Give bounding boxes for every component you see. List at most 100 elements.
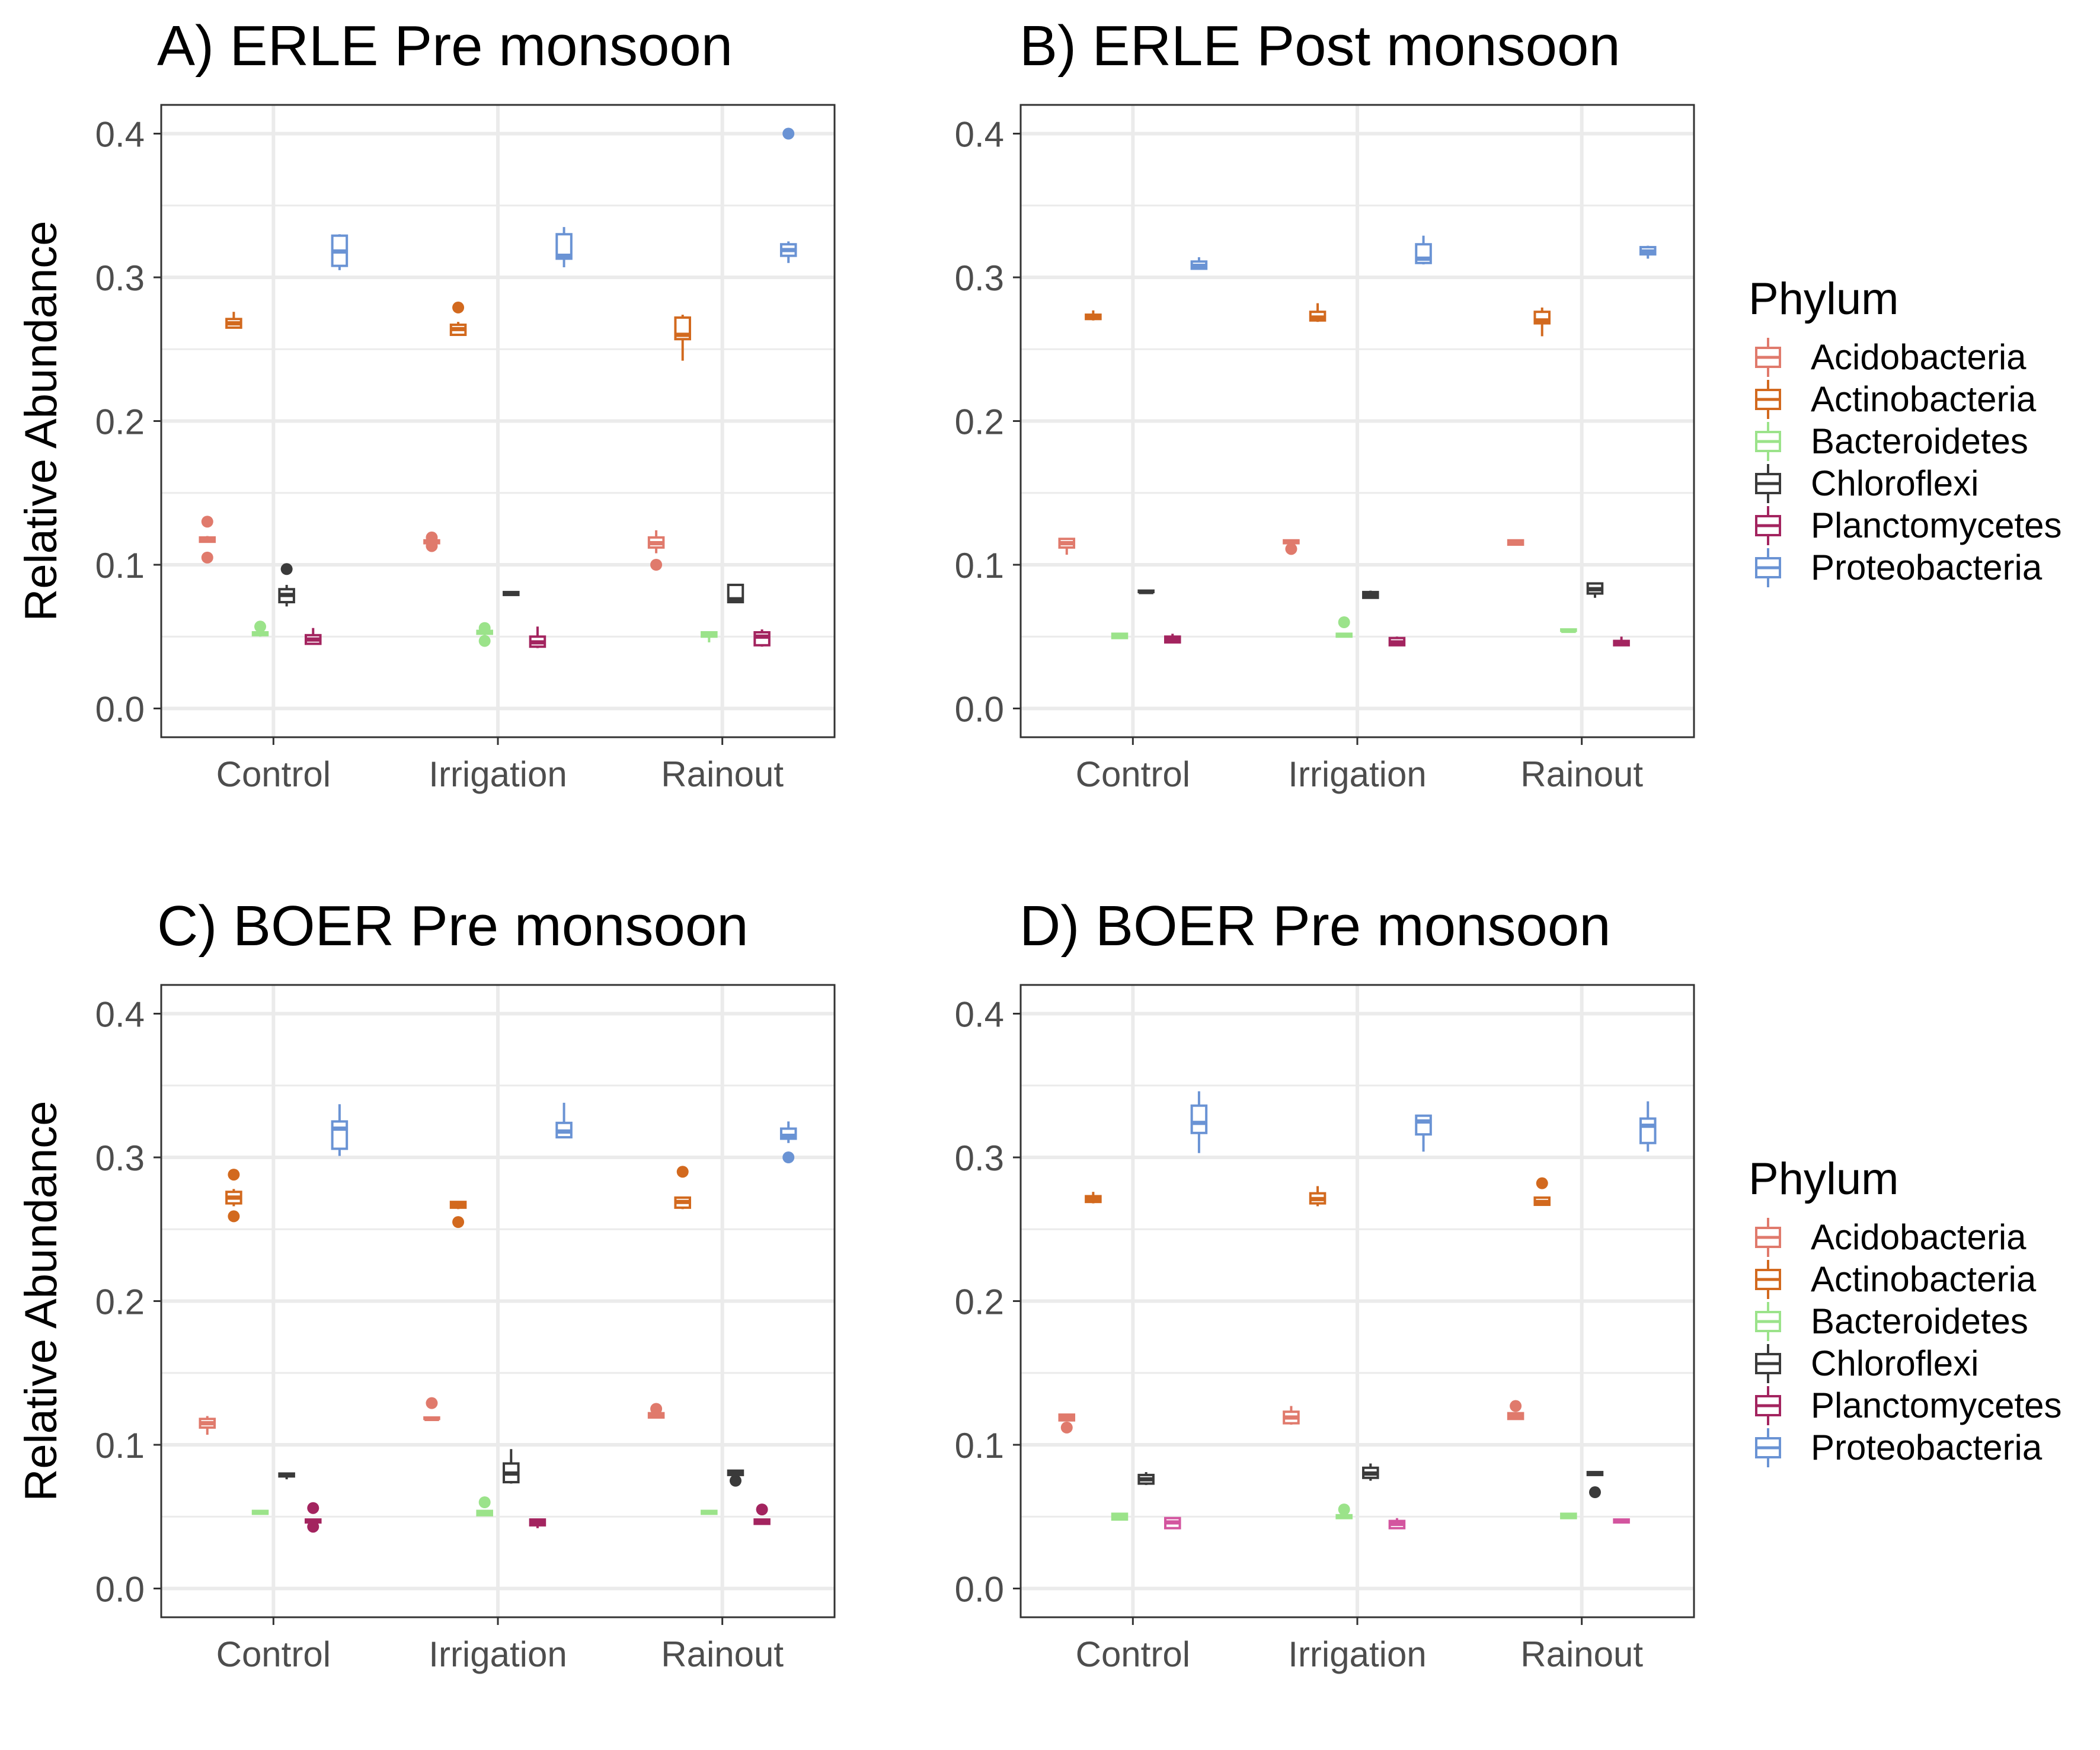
- y-tick-label: 0.1: [955, 1426, 1004, 1466]
- outlier-point: [254, 620, 267, 633]
- y-axis-title: Relative Abundance: [16, 220, 66, 621]
- box-body: [1190, 1104, 1208, 1134]
- legend-item-acidobacteria: Acidobacteria: [1755, 1217, 2027, 1257]
- x-tick-label: Control: [216, 1634, 331, 1674]
- box-proteobacteria-rainout: [779, 127, 797, 263]
- box-proteobacteria-irrigation: [555, 1102, 573, 1139]
- outlier-point: [307, 1502, 319, 1514]
- y-tick-label: 0.1: [95, 546, 145, 586]
- box-acidobacteria-rainout: [647, 1403, 665, 1419]
- legend-label: Proteobacteria: [1811, 548, 2043, 587]
- panel-3: C) BOER Pre monsoon 0.0 0.1 0.2 0.3 0.4 Contro…: [16, 894, 2062, 1674]
- box-proteobacteria-irrigation: [1415, 235, 1432, 265]
- x-tick-label: Irrigation: [429, 1634, 567, 1674]
- y-tick-label: 0.4: [955, 115, 1004, 155]
- outlier-point: [782, 1151, 795, 1163]
- x-tick-label: Control: [1076, 1634, 1190, 1674]
- y-tick-label: 0.0: [955, 690, 1004, 730]
- box-bacteroidetes-rainout: [1560, 1512, 1577, 1519]
- outlier-point: [452, 301, 465, 313]
- legend-label: Proteobacteria: [1811, 1428, 2043, 1467]
- box-chloroflexi-rainout: [1586, 1471, 1604, 1499]
- legend-item-bacteroidetes: Bacteroidetes: [1755, 421, 2028, 461]
- outlier-point: [1338, 616, 1350, 628]
- box-bacteroidetes-irrigation: [1335, 616, 1353, 638]
- outlier-point: [228, 1169, 240, 1181]
- box-body: [1639, 1117, 1657, 1144]
- box-planctomycetes-control: [304, 628, 322, 645]
- legend-label: Acidobacteria: [1811, 337, 2027, 377]
- y-tick-label: 0.1: [95, 1426, 145, 1466]
- y-tick-label: 0.4: [95, 995, 145, 1035]
- panel-title: D) BOER Pre monsoon: [1019, 894, 1611, 958]
- x-tick-label: Irrigation: [1288, 1634, 1426, 1674]
- y-tick-label: 0.2: [955, 1282, 1004, 1322]
- legend-item-planctomycetes: Planctomycetes: [1755, 506, 2062, 545]
- outlier-point: [782, 127, 795, 140]
- box-proteobacteria-irrigation: [555, 227, 573, 268]
- box-acidobacteria-rainout: [1507, 1400, 1524, 1421]
- box-chloroflexi-control: [278, 1472, 295, 1480]
- outlier-point: [1588, 1486, 1601, 1499]
- box-acidobacteria-irrigation: [1283, 1406, 1300, 1425]
- outlier-point: [756, 1503, 768, 1516]
- box-proteobacteria-control: [1190, 257, 1208, 270]
- box-bacteroidetes-control: [1111, 1512, 1129, 1521]
- box-bacteroidetes-irrigation: [476, 1496, 493, 1517]
- box-planctomycetes-control: [304, 1502, 322, 1533]
- legend-label: Chloroflexi: [1811, 1343, 1978, 1383]
- y-tick-label: 0.0: [95, 1570, 145, 1610]
- box-chloroflexi-irrigation: [503, 1449, 520, 1484]
- x-tick-label: Control: [1076, 754, 1190, 794]
- box-actinobacteria-control: [1085, 310, 1102, 321]
- legend-title: Phylum: [1749, 1154, 1898, 1204]
- legend-label: Bacteroidetes: [1811, 421, 2028, 461]
- box-chloroflexi-rainout: [1586, 582, 1604, 598]
- outlier-point: [426, 540, 438, 552]
- x-tick-label: Irrigation: [1288, 754, 1426, 794]
- box-planctomycetes-control: [1164, 1517, 1181, 1530]
- y-tick-label: 0.1: [955, 546, 1004, 586]
- box-acidobacteria-rainout: [1507, 539, 1524, 546]
- legend-label: Planctomycetes: [1811, 1386, 2062, 1425]
- outlier-point: [478, 622, 491, 634]
- outlier-point: [1060, 1421, 1073, 1434]
- box-actinobacteria-rainout: [674, 315, 692, 361]
- legend-label: Bacteroidetes: [1811, 1301, 2028, 1341]
- box-chloroflexi-irrigation: [1362, 1463, 1379, 1481]
- panel-title: B) ERLE Post monsoon: [1019, 14, 1620, 78]
- box-chloroflexi-rainout: [727, 583, 744, 604]
- outlier-point: [650, 559, 663, 571]
- panel-title: C) BOER Pre monsoon: [157, 894, 749, 958]
- outlier-point: [1338, 1503, 1350, 1516]
- box-bacteroidetes-rainout: [1560, 628, 1577, 634]
- box-planctomycetes-irrigation: [1388, 636, 1406, 647]
- box-planctomycetes-irrigation: [529, 626, 546, 648]
- box-actinobacteria-irrigation: [449, 301, 467, 337]
- box-proteobacteria-rainout: [1639, 1101, 1657, 1152]
- box-acidobacteria-irrigation: [423, 531, 440, 552]
- legend-item-bacteroidetes: Bacteroidetes: [1755, 1301, 2028, 1341]
- y-tick-label: 0.3: [955, 258, 1004, 298]
- x-tick-label: Rainout: [661, 754, 784, 794]
- panel-2: B) ERLE Post monsoon 0.0 0.1 0.2 0.3 0.4 Contr…: [955, 14, 1695, 794]
- box-acidobacteria-irrigation: [423, 1397, 440, 1421]
- box-planctomycetes-rainout: [1613, 636, 1630, 647]
- outlier-point: [650, 1403, 663, 1415]
- box-body: [753, 631, 771, 647]
- legend-label: Planctomycetes: [1811, 506, 2062, 545]
- box-bacteroidetes-control: [1111, 632, 1129, 639]
- outlier-point: [228, 1210, 240, 1223]
- y-tick-label: 0.0: [955, 1570, 1004, 1610]
- box-acidobacteria-control: [1058, 538, 1076, 555]
- outlier-point: [1536, 1177, 1548, 1189]
- y-tick-label: 0.4: [95, 115, 145, 155]
- outlier-point: [280, 563, 293, 575]
- box-planctomycetes-rainout: [753, 629, 771, 647]
- outlier-point: [478, 635, 491, 647]
- x-tick-label: Rainout: [1520, 1634, 1643, 1674]
- box-proteobacteria-rainout: [779, 1121, 797, 1163]
- x-tick-label: Irrigation: [429, 754, 567, 794]
- box-acidobacteria-control: [199, 1416, 216, 1435]
- box-actinobacteria-rainout: [1533, 307, 1551, 337]
